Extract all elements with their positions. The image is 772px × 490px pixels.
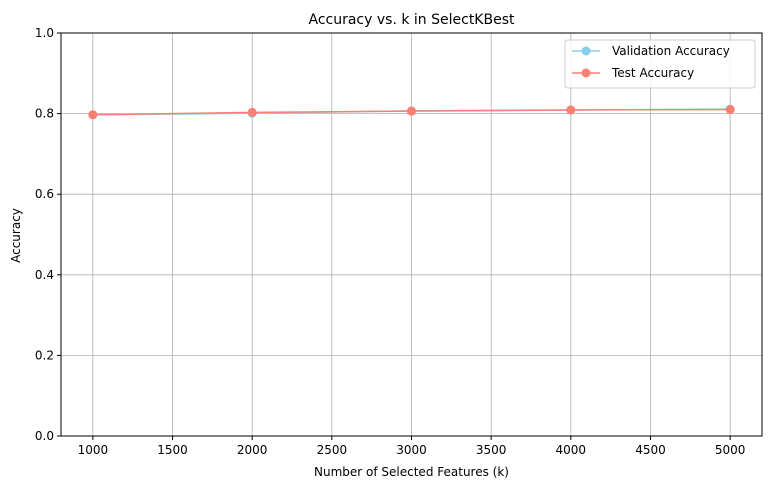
x-axis-label: Number of Selected Features (k): [314, 465, 509, 479]
y-tick-label: 0.4: [35, 268, 54, 282]
x-tick-label: 2000: [237, 443, 268, 457]
y-tick-label: 0.2: [35, 348, 54, 362]
legend-label-validation-accuracy: Validation Accuracy: [612, 44, 730, 58]
validation-accuracy-legend-marker: [581, 46, 591, 56]
test-accuracy-point: [88, 110, 98, 120]
y-tick-label: 0.8: [35, 107, 54, 121]
test-accuracy-legend-marker: [581, 68, 591, 78]
legend-label-test-accuracy: Test Accuracy: [611, 66, 694, 80]
x-tick-label: 3000: [396, 443, 427, 457]
test-accuracy-point: [725, 105, 735, 115]
axis-ticks: 1000 1500 2000 2500 3000 3500 4000 4500 5000 0.0 0…: [35, 26, 746, 457]
y-tick-label: 0.0: [35, 429, 54, 443]
y-tick-label: 0.6: [35, 187, 54, 201]
legend-box: [564, 39, 756, 89]
y-axis-label: Accuracy: [9, 208, 23, 263]
x-tick-label: 2500: [317, 443, 348, 457]
x-tick-label: 5000: [715, 443, 746, 457]
test-accuracy-point: [566, 105, 576, 115]
legend: Validation Accuracy Test Accuracy: [564, 39, 756, 89]
test-accuracy-point: [247, 107, 257, 117]
series-layer: [88, 104, 735, 120]
x-tick-label: 1000: [78, 443, 109, 457]
x-tick-label: 1500: [157, 443, 188, 457]
chart-title: Accuracy vs. k in SelectKBest: [309, 12, 515, 28]
x-tick-label: 4000: [556, 443, 587, 457]
x-tick-label: 4500: [635, 443, 666, 457]
y-tick-label: 1.0: [35, 26, 54, 40]
x-tick-label: 3500: [476, 443, 507, 457]
test-accuracy-point: [407, 106, 416, 116]
